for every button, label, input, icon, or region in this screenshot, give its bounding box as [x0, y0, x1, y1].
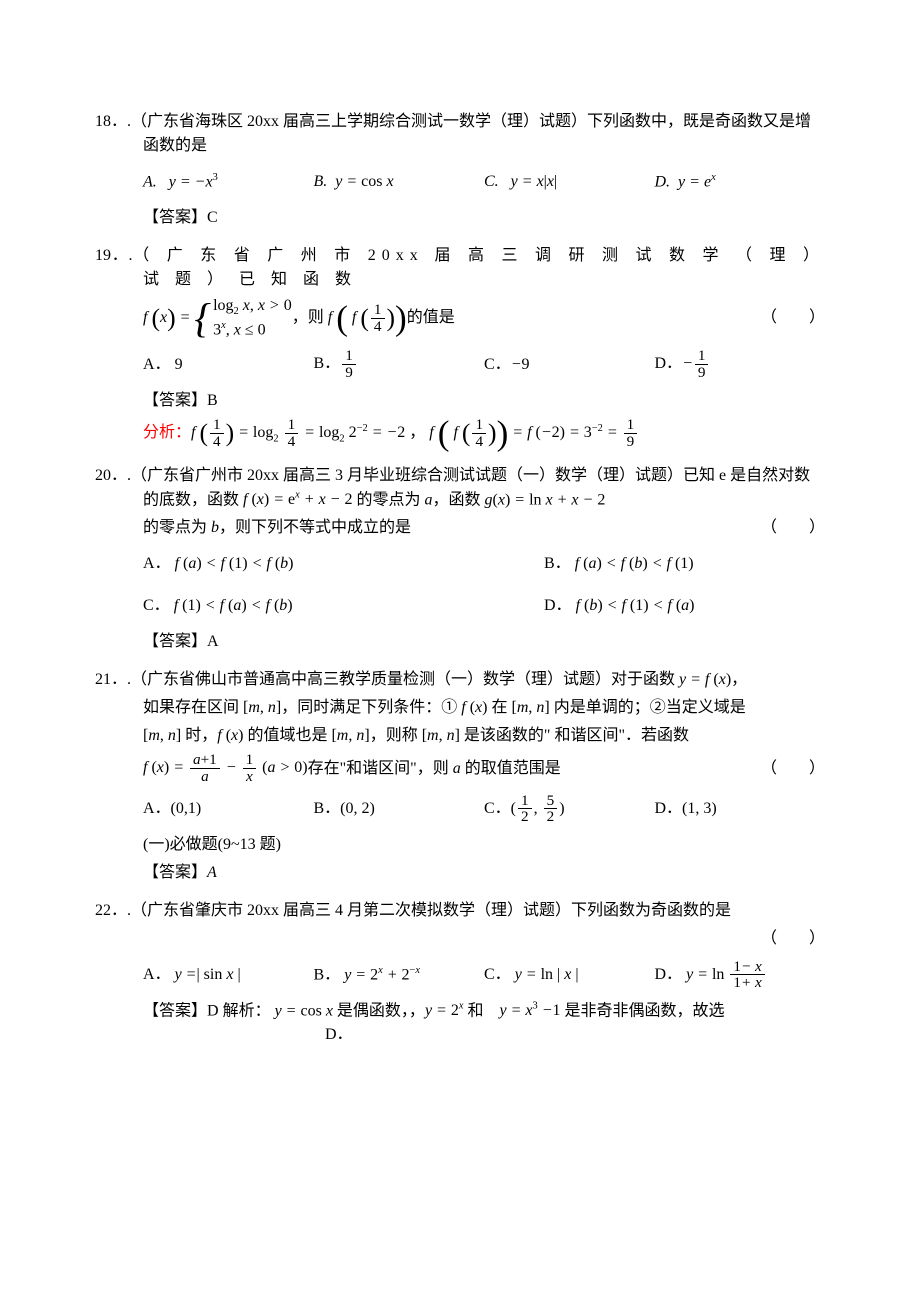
q18-number: 18．. [95, 113, 131, 130]
q19-opt-b: B．19 [314, 347, 485, 383]
q21-note: (一)必做题(9~13 题) [95, 833, 825, 857]
q21-stem-line4: f (x) = a+1a − 1x (a > 0) 存在"和谐区间"，则 a 的… [95, 752, 825, 785]
q18-options: A. y = −x3 B. y = cos x C. y = x|x| D. y… [95, 164, 825, 200]
q20-options-row2: C． f (1) < f (a) < f (b) D． f (b) < f (1… [95, 588, 825, 624]
q20-answer-value: A [207, 633, 219, 650]
q18-opt-a: A. y = −x3 [143, 164, 314, 200]
q18-answer-value: C [207, 209, 218, 226]
question-20: 20．.（广东省广州市 20xx 届高三 3 月毕业班综合测试试题（一）数学（理… [95, 464, 825, 654]
question-22: 22．.（广东省肇庆市 20xx 届高三 4 月第二次模拟数学（理）试题）下列函… [95, 899, 825, 1047]
q20-opt-b: B． f (a) < f (b) < f (1) [544, 546, 825, 582]
q20-line2-text: 的零点为 b，则下列不等式中成立的是 [143, 516, 411, 540]
q18-source: （广东省海珠区 20xx 届高三上学期综合测试一数学（理）试题）下列函数中，既是… [131, 113, 811, 154]
q20-paren: （ ） [761, 516, 825, 540]
q19-analysis: 分析： f (14) = log2 14 = log2 2−2 = −2 ， f… [95, 417, 825, 450]
analysis-label: 分析： [143, 421, 191, 445]
q22-answer-tail: D． [95, 1023, 825, 1047]
q21-opt-a: A．(0,1) [143, 791, 314, 827]
q22-paren-row: （ ） [95, 927, 825, 951]
q19-end: 的值是 [407, 306, 455, 330]
q19-source: （ 广 东 省 广 州 市 20xx 届 高 三 调 研 测 试 数 学 （ 理… [133, 247, 825, 288]
q18-opt-b: B. y = cos x [314, 164, 485, 200]
q20-stem-line1: 20．.（广东省广州市 20xx 届高三 3 月毕业班综合测试试题（一）数学（理… [95, 464, 825, 512]
q19-answer-value: B [207, 392, 218, 409]
q22-source: （广东省肇庆市 20xx 届高三 4 月第二次模拟数学（理）试题）下列函数为奇函… [131, 902, 731, 919]
question-19: 19．.（ 广 东 省 广 州 市 20xx 届 高 三 调 研 测 试 数 学… [95, 244, 825, 450]
answer-label: 【答案】 [143, 1002, 207, 1019]
q21-stem-line1: 21．.（广东省佛山市普通高中高三教学质量检测（一）数学（理）试题）对于函数 y… [95, 668, 825, 692]
q21-options: A．(0,1) B．(0, 2) C．(12, 52) D．(1, 3) [95, 791, 825, 827]
q18-answer: 【答案】C [95, 206, 825, 230]
question-21: 21．.（广东省佛山市普通高中高三教学质量检测（一）数学（理）试题）对于函数 y… [95, 668, 825, 885]
q19-func-def: f (x) = { log2 x, x > 0 3x, x ≤ 0 [143, 296, 292, 341]
q20-opt-c: C． f (1) < f (a) < f (b) [143, 588, 424, 624]
q19-opt-d: D．−19 [655, 347, 826, 383]
q19-number: 19．. [95, 247, 133, 264]
q21-opt-d: D．(1, 3) [655, 791, 826, 827]
q22-number: 22．. [95, 902, 131, 919]
q22-opt-d: D． y = ln 1− x1+ x [655, 957, 826, 993]
q19-expr: f ( f (14)) [324, 302, 407, 335]
q22-paren: （ ） [761, 930, 825, 947]
q18-stem: 18．.（广东省海珠区 20xx 届高三上学期综合测试一数学（理）试题）下列函数… [95, 110, 825, 158]
q19-analysis-expr: f (14) = log2 14 = log2 2−2 = −2 ， f ( f… [191, 417, 639, 450]
q19-paren: （ ） [761, 306, 825, 330]
q20-answer: 【答案】A [95, 630, 825, 654]
q19-mid: ，则 [292, 306, 324, 330]
q22-options: A． y =| sin x | B． y = 2x + 2−x C． y = l… [95, 957, 825, 993]
answer-label: 【答案】 [143, 209, 207, 226]
q21-answer-value: A [207, 864, 217, 881]
q19-opt-c: C．−9 [484, 347, 655, 383]
q20-opt-a: A． f (a) < f (1) < f (b) [143, 546, 424, 582]
q19-stem-line2: f (x) = { log2 x, x > 0 3x, x ≤ 0 ，则 f (… [95, 296, 825, 341]
q21-opt-c: C．(12, 52) [484, 791, 655, 827]
answer-label: 【答案】 [143, 633, 207, 650]
q19-stem-line1: 19．.（ 广 东 省 广 州 市 20xx 届 高 三 调 研 测 试 数 学… [95, 244, 825, 292]
q19-opt-a: A． 9 [143, 347, 314, 383]
q22-opt-a: A． y =| sin x | [143, 957, 314, 993]
q22-opt-b: B． y = 2x + 2−x [314, 957, 485, 993]
q21-number: 21．. [95, 671, 131, 688]
q22-opt-c: C． y = ln | x | [484, 957, 655, 993]
q20-opt-d: D． f (b) < f (1) < f (a) [544, 588, 825, 624]
q18-opt-c: C. y = x|x| [484, 164, 655, 200]
question-18: 18．.（广东省海珠区 20xx 届高三上学期综合测试一数学（理）试题）下列函数… [95, 110, 825, 230]
page-container: 18．.（广东省海珠区 20xx 届高三上学期综合测试一数学（理）试题）下列函数… [0, 0, 920, 1141]
q22-answer: 【答案】D 解析： y = cos x 是偶函数，，y = 2x 和 y = x… [95, 999, 825, 1023]
answer-label: 【答案】 [143, 864, 207, 881]
q21-line4-text: 存在"和谐区间"，则 a 的取值范围是 [308, 757, 561, 781]
q20-stem-line2: 的零点为 b，则下列不等式中成立的是 （ ） [95, 516, 825, 540]
q19-options: A． 9 B．19 C．−9 D．−19 [95, 347, 825, 383]
q20-options-row1: A． f (a) < f (1) < f (b) B． f (a) < f (b… [95, 546, 825, 582]
q21-answer: 【答案】A [95, 861, 825, 885]
q18-opt-d: D. y = ex [655, 164, 826, 200]
q21-opt-b: B．(0, 2) [314, 791, 485, 827]
q20-number: 20．. [95, 467, 131, 484]
q22-stem: 22．.（广东省肇庆市 20xx 届高三 4 月第二次模拟数学（理）试题）下列函… [95, 899, 825, 923]
q21-paren: （ ） [761, 757, 825, 781]
q21-expr: f (x) = a+1a − 1x (a > 0) [143, 752, 308, 785]
q19-answer: 【答案】B [95, 389, 825, 413]
q21-stem-line2: 如果存在区间 [m, n]，同时满足下列条件：① f (x) 在 [m, n] … [95, 696, 825, 720]
answer-label: 【答案】 [143, 392, 207, 409]
q21-stem-line3: [m, n] 时，f (x) 的值域也是 [m, n]，则称 [m, n] 是该… [95, 724, 825, 748]
